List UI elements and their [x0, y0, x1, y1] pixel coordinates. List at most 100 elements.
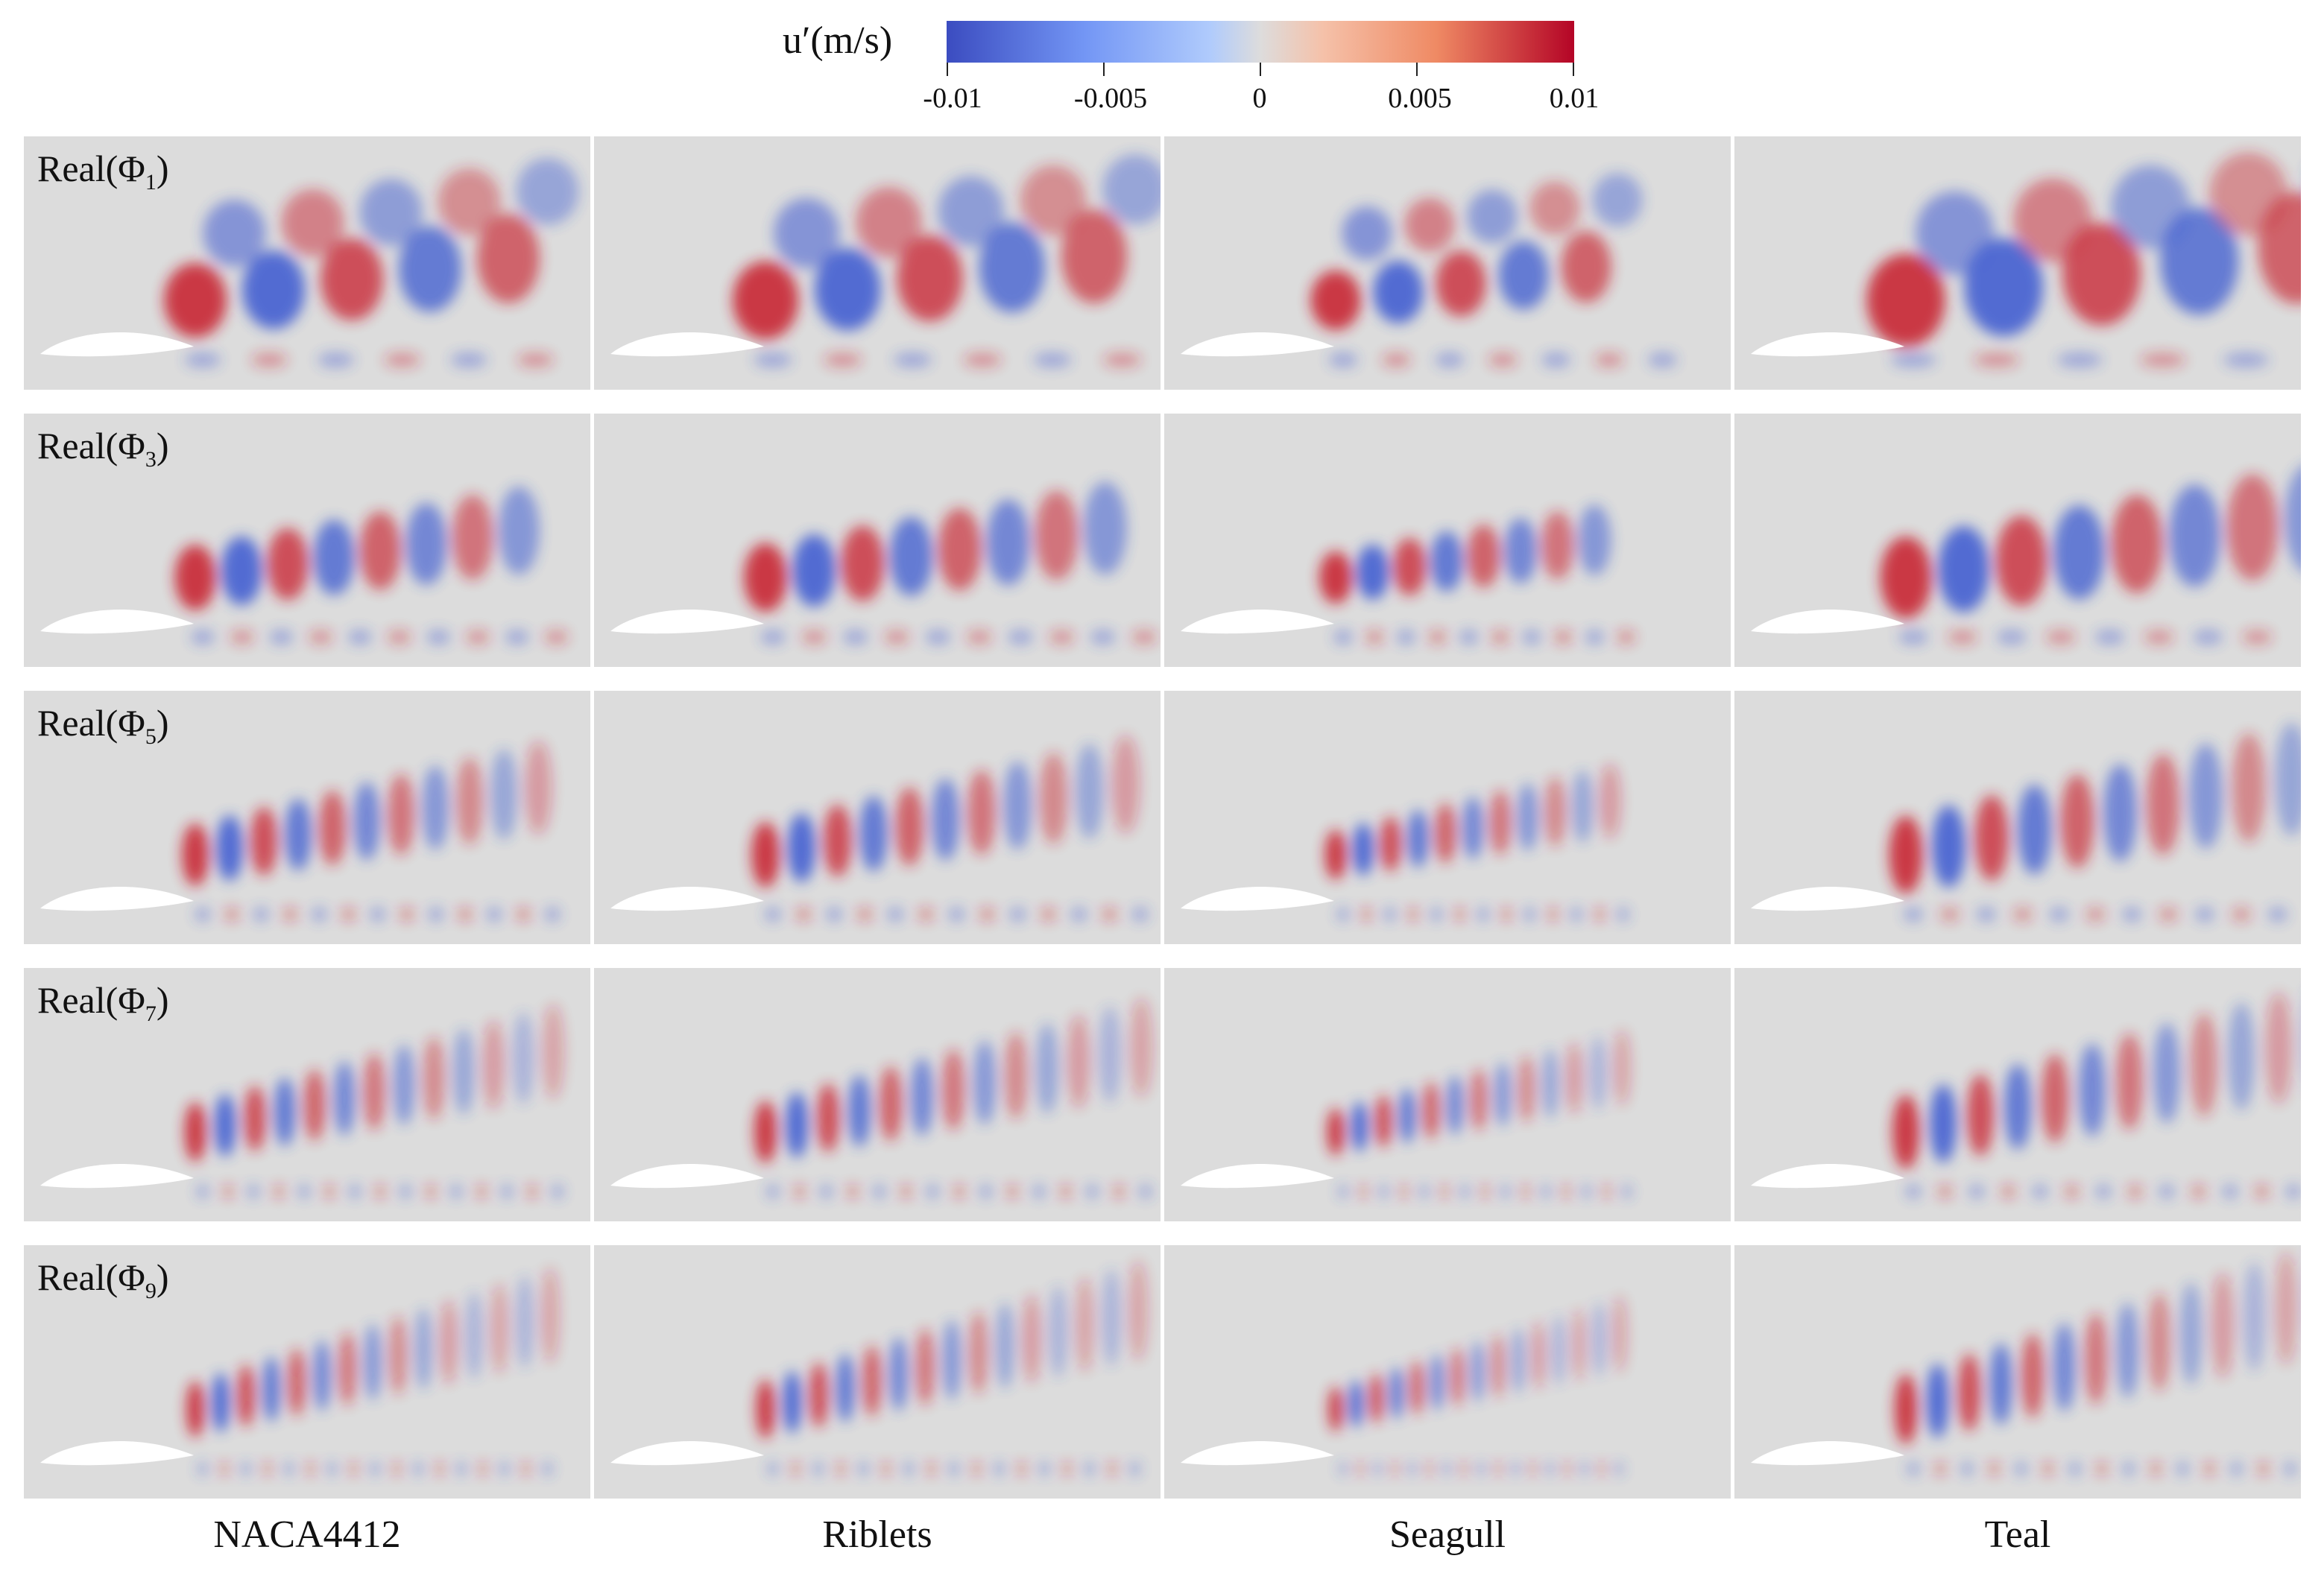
wake-streak — [318, 352, 354, 367]
mode-lobe — [1319, 551, 1353, 604]
mode-label-prefix: Real(Φ — [37, 148, 145, 189]
mode-lobe — [2053, 1323, 2076, 1412]
colorbar-tick-label: -0.01 — [923, 83, 982, 114]
wake-streak — [1101, 907, 1118, 922]
mode-label-index: 3 — [145, 447, 157, 472]
wake-streak — [858, 1461, 869, 1476]
mode-lobe — [1004, 1031, 1028, 1120]
wake-streak — [926, 1184, 940, 1199]
airfoil-shape — [1751, 1441, 1904, 1466]
mode-panel-naca4412-row-3: Real(Φ5) — [24, 691, 590, 944]
mode-lobe — [389, 1315, 407, 1396]
wake-streak — [1593, 907, 1606, 922]
wake-streak — [323, 1184, 336, 1199]
mode-lobe — [2232, 733, 2266, 843]
wake-streak — [2095, 1184, 2112, 1199]
airfoil-shape — [610, 887, 764, 911]
wake-streak — [1898, 630, 1929, 645]
mode-lobe — [754, 1101, 777, 1163]
wake-streak — [2064, 1184, 2080, 1199]
wake-streak — [426, 630, 451, 645]
wake-streak — [399, 907, 415, 922]
mode-lobe — [915, 1328, 935, 1406]
mode-lobe — [1398, 1088, 1416, 1144]
wake-streak — [449, 1184, 463, 1199]
mode-panel-teal-row-5 — [1734, 1245, 2301, 1499]
mode-lobe — [1049, 1285, 1068, 1378]
mode-lobe — [889, 516, 933, 596]
wake-streak — [1490, 630, 1510, 645]
mode-lobe — [2079, 1043, 2106, 1137]
mode-label-prefix: Real(Φ — [37, 702, 145, 744]
wake-streak — [1009, 907, 1026, 922]
mode-panel-naca4412-row-5: Real(Φ9) — [24, 1245, 590, 1499]
mode-lobe — [783, 1370, 802, 1434]
wake-streak — [2231, 907, 2251, 922]
mode-lobe — [1436, 250, 1486, 317]
airfoil-shape — [40, 610, 194, 634]
airfoil-shape — [40, 887, 194, 911]
wake-streak — [1407, 1461, 1417, 1476]
mode-lobe — [1446, 1075, 1464, 1135]
wake-streak — [1090, 630, 1116, 645]
mode-label-suffix: ) — [156, 148, 169, 189]
mode-panel-riblets-row-4 — [594, 968, 1161, 1221]
wake-streak — [373, 1184, 387, 1199]
wake-streak — [2267, 907, 2287, 922]
mode-lobe — [516, 1275, 534, 1369]
mode-lobe — [1356, 544, 1389, 600]
mode-row-label: Real(Φ5) — [37, 701, 168, 750]
wake-streak — [1500, 907, 1513, 922]
wake-streak — [2140, 352, 2186, 367]
wake-streak — [884, 630, 909, 645]
wake-streak — [2045, 630, 2076, 645]
mode-lobe — [1599, 763, 1621, 839]
mode-lobe — [388, 773, 414, 855]
wake-streak — [1365, 630, 1385, 645]
mode-lobe — [2228, 1002, 2255, 1111]
wake-streak — [880, 1461, 892, 1476]
wake-streak — [887, 907, 904, 922]
wake-streak — [1601, 1184, 1612, 1199]
wake-streak — [1528, 1461, 1537, 1476]
wake-streak — [1545, 1461, 1555, 1476]
mode-lobe — [1544, 776, 1566, 847]
wake-streak — [1112, 1184, 1125, 1199]
wake-streak — [198, 1461, 208, 1476]
column-label-riblets: Riblets — [822, 1513, 932, 1556]
mode-lobe — [1494, 1062, 1512, 1127]
wake-streak — [1541, 1184, 1551, 1199]
mode-lobe — [182, 823, 209, 886]
wake-streak — [515, 907, 531, 922]
colorbar-tick-mark — [1260, 63, 1261, 76]
wake-streak — [948, 1461, 960, 1476]
mode-lobe — [823, 804, 852, 877]
wake-streak — [812, 1461, 824, 1476]
wake-streak — [1905, 1184, 1922, 1199]
mode-lobe — [1075, 744, 1104, 839]
mode-lobe — [363, 1053, 385, 1130]
mode-lobe — [862, 1345, 882, 1417]
flow-field — [1181, 173, 1677, 367]
mode-lobe — [1430, 1354, 1444, 1411]
airfoil-shape — [1181, 887, 1334, 911]
wake-streak — [826, 907, 843, 922]
wake-streak — [994, 1461, 1005, 1476]
mode-lobe — [1565, 1042, 1583, 1114]
airfoil-shape — [610, 1164, 764, 1189]
mode-lobe — [2042, 1054, 2068, 1143]
mode-lobe — [321, 238, 383, 320]
mode-lobe — [1003, 761, 1032, 850]
mode-lobe — [1324, 829, 1347, 880]
mode-lobe — [1529, 181, 1580, 235]
mode-lobe — [281, 189, 344, 256]
mode-lobe — [250, 806, 277, 876]
mode-panel-naca4412-row-2: Real(Φ3) — [24, 414, 590, 667]
wake-streak — [1541, 352, 1571, 367]
colorbar-tick-mark — [1416, 63, 1418, 76]
mode-lobe — [216, 814, 243, 882]
wake-streak — [326, 1461, 338, 1476]
mode-lobe — [498, 486, 540, 575]
flow-field — [610, 154, 1161, 367]
mode-lobe — [856, 187, 922, 258]
